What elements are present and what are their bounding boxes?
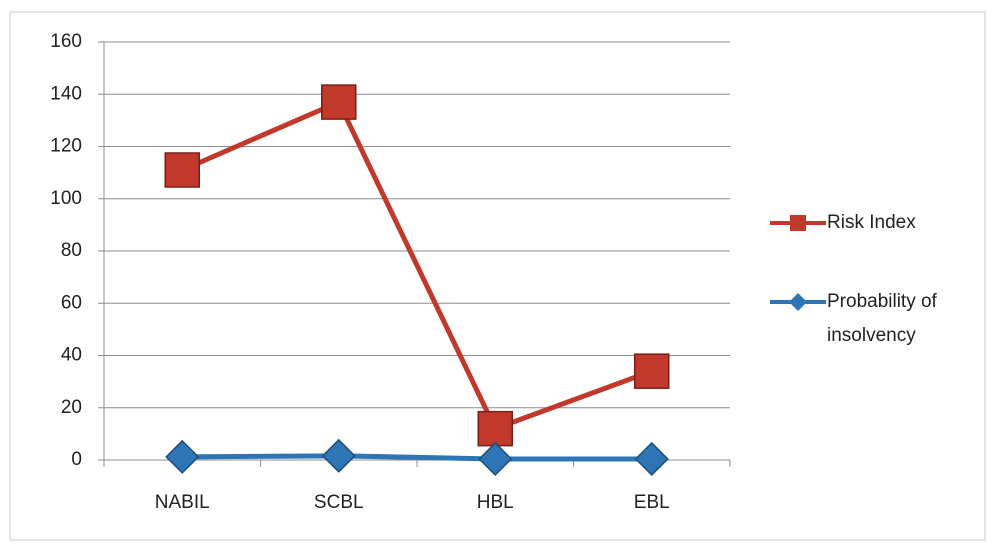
data-point bbox=[321, 438, 356, 473]
y-tick-label: 140 bbox=[50, 83, 82, 104]
x-tick-label: HBL bbox=[477, 492, 514, 513]
y-tick-label: 60 bbox=[61, 292, 82, 313]
legend-marker bbox=[790, 215, 806, 231]
data-point bbox=[634, 353, 670, 389]
legend-marker bbox=[789, 293, 807, 311]
y-tick-label: 80 bbox=[61, 240, 82, 261]
data-point bbox=[478, 441, 513, 477]
y-tick-label: 20 bbox=[61, 397, 82, 418]
data-point bbox=[477, 410, 513, 447]
data-point bbox=[165, 439, 200, 474]
y-tick-label: 40 bbox=[61, 345, 82, 366]
y-tick-label: 100 bbox=[50, 188, 82, 209]
y-tick-label: 0 bbox=[71, 449, 82, 470]
legend-label: Risk Index bbox=[827, 212, 916, 233]
series-line bbox=[182, 453, 652, 462]
y-tick-label: 120 bbox=[50, 136, 82, 157]
x-tick-label: SCBL bbox=[314, 492, 364, 513]
series-line bbox=[181, 98, 653, 432]
y-tick-label: 160 bbox=[50, 31, 82, 52]
legend-label: Probability of insolvency bbox=[827, 291, 937, 346]
x-tick-label: NABIL bbox=[155, 492, 210, 513]
data-point bbox=[321, 84, 357, 120]
x-tick-label: EBL bbox=[634, 492, 670, 513]
data-point bbox=[634, 441, 669, 477]
data-point bbox=[164, 152, 200, 188]
